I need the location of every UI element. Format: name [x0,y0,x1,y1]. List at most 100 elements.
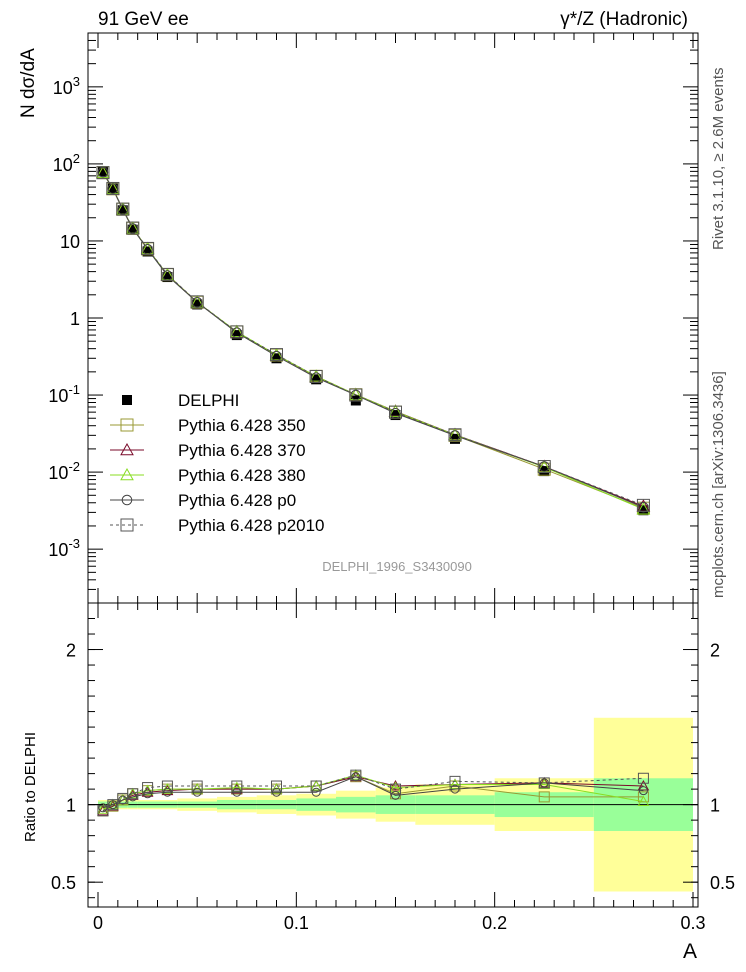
ratio-point [231,780,243,792]
ratio-point [390,783,401,795]
ratio-point [97,805,109,817]
ratio-point [637,791,649,803]
ratio-point [192,787,202,797]
data-point [142,246,153,257]
mcplots-side-label: mcplots.cern.ch [arXiv:1306.3436] [710,371,727,598]
ratio-point [97,803,109,814]
ratio-point [538,791,550,803]
ratio-point [637,795,650,807]
legend-label: Pythia 6.428 380 [178,466,306,485]
mc-point [229,324,244,337]
ratio-point [538,777,550,789]
ratio-point [97,804,109,816]
ratio-point [232,787,242,797]
data-point [117,205,128,216]
ratio-y-tick-label: 1 [66,796,76,816]
mc-point [191,296,203,308]
ratio-point [118,795,128,805]
ratio-point [230,781,243,793]
y-tick-label: 1 [70,309,80,329]
rivet-side-label: Rivet 3.1.10, ≥ 2.6M events [710,68,727,251]
mc-point [636,502,651,515]
legend-marker [120,518,134,532]
ratio-plot-frame [87,602,699,908]
ratio-point [191,780,203,792]
legend-label: Pythia 6.428 350 [178,416,306,435]
mc-point [349,388,363,402]
mc-point [107,183,119,194]
y-tick-label: 10-3 [48,536,80,560]
mc-point [309,370,323,384]
ratio-y-tick-label-right: 0.5 [710,873,735,893]
ratio-point [272,787,281,797]
mc-point [96,166,110,180]
legend-label: Pythia 6.428 p0 [178,491,296,510]
data-point [390,410,401,421]
ratio-y-tick-label: 0.5 [51,873,76,893]
ratio-point [98,803,108,813]
mc-point [389,405,402,419]
ratio-point [143,789,153,799]
legend-marker [122,395,132,405]
ratio-y-tick-label: 2 [66,641,76,661]
header-left-label: 91 GeV ee [98,9,189,30]
y-tick-label: 10-1 [48,382,80,406]
legend-label: Pythia 6.428 p2010 [178,516,325,535]
mc-point [448,428,462,442]
x-tick-label: 0.2 [482,913,507,933]
ratio-y-tick-label-right: 1 [710,796,720,816]
data-point [450,433,460,444]
ratio-y-tick-label-right: 2 [710,641,720,661]
mc-point [141,241,155,255]
x-tick-label: 0.3 [680,913,705,933]
main-plot-area: 10-3 10-2 10-1 1 10 102 103 [48,32,699,604]
ratio-point [108,800,118,810]
ratio-point [128,792,138,802]
mc-point [160,267,174,281]
ratio-point [539,778,549,788]
data-point [192,299,203,310]
legend-label: Pythia 6.428 370 [178,441,306,460]
ratio-point [538,778,551,789]
ratio-point [142,782,154,794]
ratio-point [161,784,174,796]
mc-point [126,221,140,235]
data-point [127,224,138,235]
legend-label: DELPHI [178,391,239,410]
ratio-point [449,778,461,789]
data-point [97,166,108,177]
y-tick-label: 103 [53,74,80,98]
ratio-point [389,779,402,791]
y-tick-label: 10-2 [48,459,80,483]
mc-point [448,427,462,441]
analysis-watermark: DELPHI_1996_S3430090 [322,559,472,574]
mc-point [160,267,175,281]
ratio-point [391,790,400,800]
ratio-point [637,779,650,791]
ratio-point [450,784,460,794]
mc-point [269,348,284,361]
legend-marker [120,418,134,432]
data-point [311,374,322,385]
mc-point [97,166,109,178]
mc-point [636,498,650,512]
ratio-point [127,788,139,800]
mc-point [230,325,244,339]
mc-point [117,204,129,215]
ratio-y-axis-title: Ratio to DELPHI [22,732,39,842]
ratio-point [271,780,282,792]
ratio-point [637,772,649,784]
x-tick-label: 0 [93,913,103,933]
mc-point [350,389,362,401]
ratio-point [311,787,321,797]
y-tick-label: 102 [53,151,80,175]
legend-marker [120,467,134,481]
ratio-series-line [102,774,644,812]
data-point [107,183,118,194]
mc-point [537,460,551,474]
ratio-point [141,786,154,797]
mc-point [388,404,403,417]
ratio-point [449,775,461,787]
x-axis-title: A [683,940,697,963]
